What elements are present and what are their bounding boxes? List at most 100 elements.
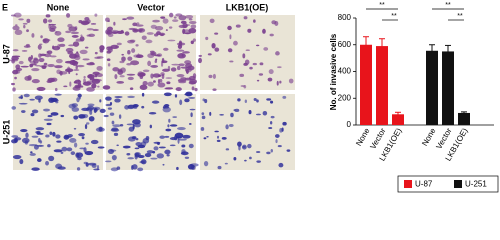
cell [198,57,202,64]
cell [169,144,176,147]
cell [269,121,273,125]
cell [164,135,170,138]
cell [225,124,229,130]
cell [96,65,103,71]
cell [249,156,252,160]
panel-label: E [2,2,8,12]
cell [21,50,28,52]
cell [45,160,49,166]
legend-swatch [454,180,462,188]
cell [84,124,88,130]
cell [37,158,42,163]
cell [221,137,227,140]
cell [12,154,22,160]
cell [72,59,76,66]
cell [20,65,29,68]
cell [47,144,51,148]
cell [107,107,112,110]
cell [127,136,136,142]
bar [376,46,388,125]
cell [164,149,171,155]
bar [392,114,404,125]
cell [151,52,156,55]
cell [11,135,19,138]
cell [83,75,86,79]
cell [177,138,180,144]
cell [217,135,220,139]
cell [47,77,56,83]
cell [159,135,165,139]
cell [52,131,56,137]
cell [227,48,233,53]
cell [243,62,248,66]
cell [137,28,146,33]
cell [31,135,39,138]
cell [147,60,152,67]
cell [209,111,212,116]
cell [126,16,135,20]
cell [208,74,213,79]
cell [97,85,100,88]
cell [31,33,35,38]
cell [73,115,79,120]
cell [178,15,187,21]
micrograph [200,94,295,170]
cell [54,93,62,96]
cell [122,145,131,149]
cell [271,20,277,25]
cell [124,105,130,110]
cell [42,18,48,24]
cell [233,157,237,161]
cell [116,80,125,84]
cell [127,157,135,160]
cell [150,64,159,68]
cell [86,122,90,125]
cell [88,116,95,122]
bar [360,44,372,125]
cell [137,144,146,149]
cell [276,80,279,86]
cell [89,77,95,81]
cell [256,79,260,82]
cell [163,92,172,97]
cell [170,67,177,72]
cell [14,29,23,36]
cell [227,25,232,31]
cell [174,132,184,139]
cell [54,65,63,69]
cell [242,146,246,148]
cell [54,87,58,92]
cell [112,124,122,128]
cell [91,83,97,89]
y-tick-label: 0 [347,120,352,129]
cell [169,137,178,141]
cell [201,115,206,120]
cell [161,57,165,64]
cell [112,67,120,72]
cell [86,34,91,37]
bar [442,51,454,125]
cell [107,47,113,53]
cell [155,26,164,31]
cell [114,95,123,99]
cell [29,98,35,101]
cell [188,18,193,21]
cell [253,98,257,101]
cell [209,18,215,24]
cell [43,108,51,112]
significance-label: ** [391,13,397,20]
cell [110,44,119,50]
cell [188,27,197,34]
cell [43,62,48,66]
cell [190,112,193,118]
micrograph [11,93,106,171]
cell [190,40,194,45]
cell [47,115,53,118]
cell [163,47,169,51]
cell [141,35,147,40]
cell [116,166,121,170]
cell [160,33,164,37]
cell [110,149,117,152]
cell [135,44,139,47]
cell [160,72,165,77]
